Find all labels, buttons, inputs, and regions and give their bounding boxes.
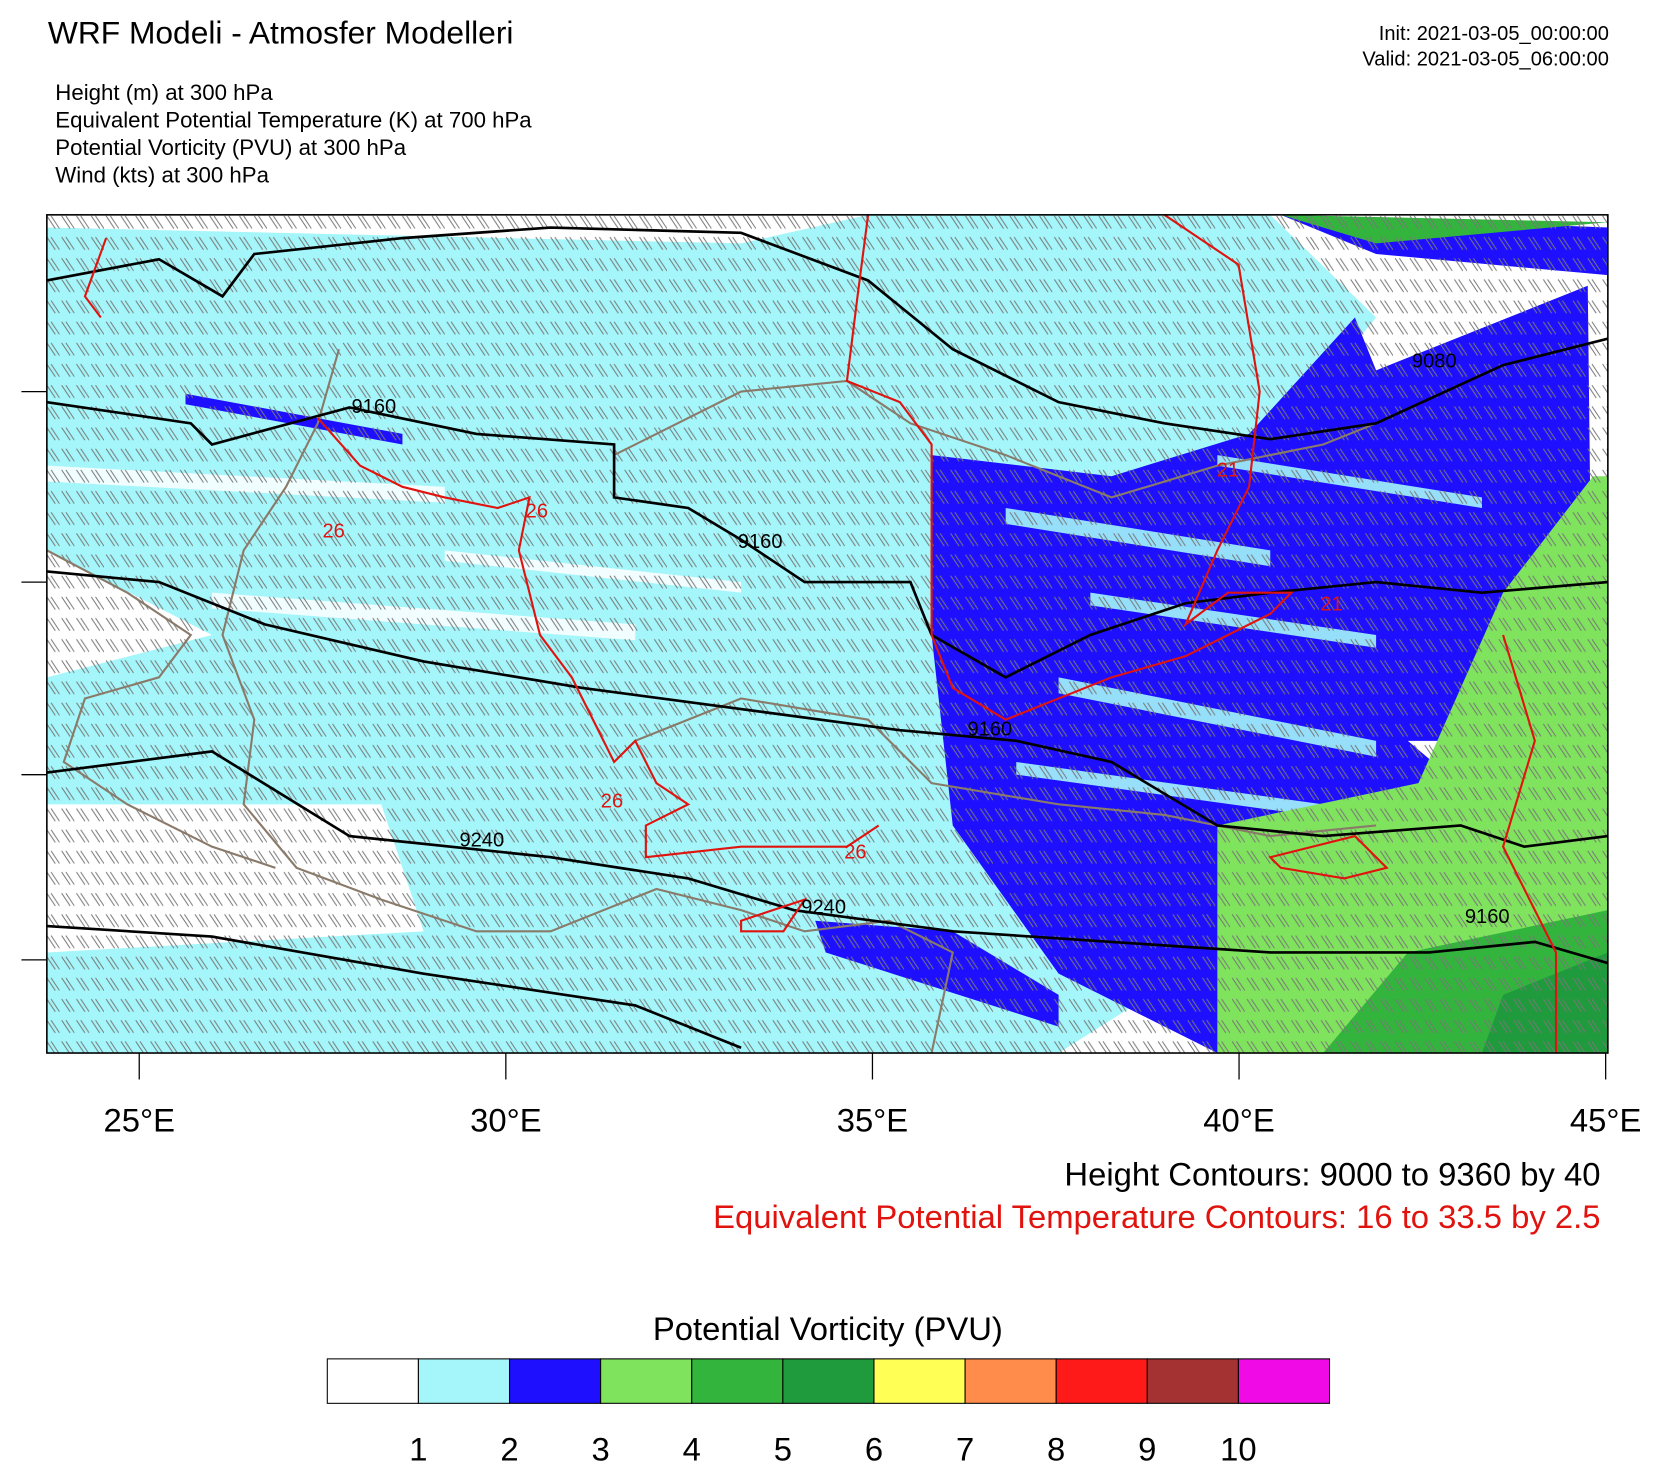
map-field: 9160 26 26 9160 9160 26 9240 26 9240 21 … <box>46 214 1608 1054</box>
contour-label: 9240 <box>801 896 846 918</box>
contour-label: 21 <box>1217 459 1239 481</box>
colorbar-label: 2 <box>500 1431 518 1468</box>
colorbar-label: 7 <box>956 1431 974 1468</box>
theta-e-contours <box>83 214 1558 1054</box>
contour-label: 26 <box>322 521 344 543</box>
colorbar-box <box>600 1358 693 1404</box>
field-label: Equivalent Potential Temperature (K) at … <box>55 108 532 133</box>
colorbar-label: 6 <box>865 1431 883 1468</box>
colorbar-label: 5 <box>774 1431 792 1468</box>
height-contours <box>46 226 1608 1049</box>
colorbar-label: 9 <box>1138 1431 1156 1468</box>
colorbar-label: 3 <box>592 1431 610 1468</box>
title: WRF Modeli - Atmosfer Modelleri <box>48 14 514 50</box>
colorbar-label: 1 <box>409 1431 427 1468</box>
wind-barbs <box>46 214 1608 1054</box>
contour-label: 26 <box>601 791 623 813</box>
contour-label: 9160 <box>738 531 783 553</box>
colorbar-box <box>508 1358 602 1404</box>
x-tick-label: 35°E <box>837 1102 908 1139</box>
x-tick-label: 30°E <box>470 1102 541 1139</box>
field-label: Wind (kts) at 300 hPa <box>55 163 269 188</box>
x-axis: 25°E 30°E 35°E 40°E 45°E <box>103 1053 1641 1139</box>
contour-label: 21 <box>1320 594 1342 616</box>
contour-label: 26 <box>844 841 866 863</box>
colorbar-box <box>417 1358 511 1404</box>
init-time: Init: 2021-03-05_00:00:00 <box>1379 23 1609 45</box>
coastlines <box>46 348 1377 1054</box>
colorbar-label: 8 <box>1047 1431 1065 1468</box>
theta-e-summary: Equivalent Potential Temperature Contour… <box>713 1198 1600 1235</box>
x-tick-label: 40°E <box>1203 1102 1274 1139</box>
map-frame <box>46 214 1609 1054</box>
height-summary: Height Contours: 9000 to 9360 by 40 <box>1064 1156 1600 1193</box>
colorbar-label: 10 <box>1220 1431 1256 1468</box>
field-label: Potential Vorticity (PVU) at 300 hPa <box>55 135 406 160</box>
colorbar-box <box>782 1358 875 1404</box>
colorbar-label: 4 <box>683 1431 701 1468</box>
contour-label: 9160 <box>967 719 1012 741</box>
y-ticks <box>21 390 47 961</box>
colorbar: 1 2 3 4 5 6 7 8 9 10 <box>326 1358 1331 1468</box>
colorbar-box <box>326 1358 419 1404</box>
colorbar-box <box>873 1358 966 1404</box>
colorbar-title: Potential Vorticity (PVU) <box>653 1310 1003 1347</box>
x-tick-label: 45°E <box>1570 1102 1641 1139</box>
contour-label: 9160 <box>352 396 397 418</box>
contour-label: 26 <box>526 501 548 523</box>
field-label: Height (m) at 300 hPa <box>55 80 273 105</box>
contour-labels: 9160 26 26 9160 9160 26 9240 26 9240 21 … <box>322 350 1509 928</box>
x-tick-label: 25°E <box>103 1102 174 1139</box>
contour-label: 9240 <box>459 830 504 852</box>
colorbar-box <box>1146 1358 1239 1404</box>
colorbar-box <box>691 1358 784 1404</box>
colorbar-box <box>1237 1358 1331 1404</box>
valid-time: Valid: 2021-03-05_06:00:00 <box>1362 49 1609 71</box>
colorbar-box <box>1055 1358 1148 1404</box>
colorbar-box <box>964 1358 1057 1404</box>
contour-label: 9080 <box>1412 350 1457 372</box>
contour-label: 9160 <box>1465 906 1510 928</box>
